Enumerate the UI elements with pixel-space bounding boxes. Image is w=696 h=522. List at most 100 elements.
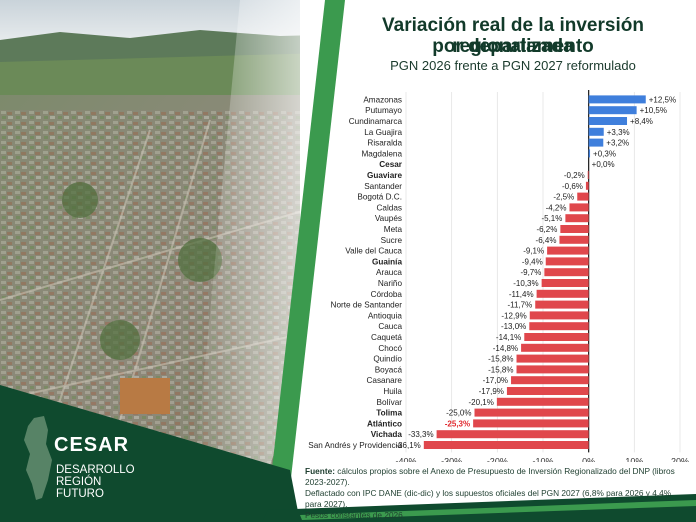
data-label: -17,9% (479, 387, 504, 396)
category-label: Cundinamarca (349, 117, 403, 126)
data-label: -33,3% (408, 430, 433, 439)
bar (588, 127, 604, 136)
category-label: Amazonas (363, 95, 402, 104)
bar (496, 397, 589, 406)
category-label: Vaupés (375, 214, 402, 223)
category-label: Huila (383, 387, 402, 396)
data-label: -6,4% (536, 236, 557, 245)
data-label: -9,1% (523, 247, 544, 256)
bar (544, 268, 589, 277)
category-label: Bogotá D.C. (357, 193, 402, 202)
category-label: Quindío (373, 355, 402, 364)
category-label: Atlántico (367, 419, 402, 428)
footnote-label: Fuente: (305, 466, 335, 476)
bar (474, 408, 589, 417)
chart-title-line-2: por departamento (432, 36, 594, 57)
data-label: -9,4% (522, 257, 543, 266)
bar (547, 246, 589, 255)
bar (588, 117, 628, 125)
category-label: Norte de Santander (331, 301, 403, 310)
data-label: +12,5% (649, 95, 676, 104)
category-label: Meta (384, 225, 403, 234)
bar (588, 106, 637, 115)
bar (524, 333, 589, 341)
data-label: -11,4% (509, 290, 534, 299)
category-label: Casanare (366, 376, 402, 385)
category-label: Chocó (378, 344, 402, 353)
category-label: Nariño (378, 279, 403, 288)
data-label: -12,9% (501, 311, 526, 320)
bar (511, 376, 589, 385)
data-label: -0,6% (562, 182, 583, 191)
green-corner (0, 385, 300, 522)
category-label: Bolívar (377, 398, 403, 407)
category-label: La Guajira (364, 128, 402, 137)
bar (560, 225, 589, 233)
data-label: -0,2% (564, 171, 585, 180)
brand-tagline-1: DESARROLLO (56, 464, 135, 476)
data-label: -14,1% (496, 333, 521, 342)
data-label: -20,1% (469, 398, 494, 407)
data-label: -17,0% (483, 376, 508, 385)
category-label: Cauca (378, 322, 402, 331)
bar-chart: -40% -30% -20% -10% 0% 10% 20% Amazonas +12,5% Pu… (308, 90, 689, 462)
bar (536, 289, 589, 298)
bar (577, 192, 589, 201)
data-label: -14,8% (493, 344, 518, 353)
bar (473, 419, 589, 428)
category-label: Arauca (376, 268, 402, 277)
cesar-map-icon (24, 416, 52, 500)
bar (521, 343, 589, 352)
category-label: Risaralda (367, 139, 402, 148)
category-label: Vichada (371, 430, 403, 439)
data-label: +0,3% (593, 149, 616, 158)
data-label: -11,7% (507, 301, 532, 310)
x-tick-label: -40% (395, 456, 416, 462)
category-label: Magdalena (361, 149, 402, 158)
data-label: -25,3% (445, 419, 470, 428)
category-label: Sucre (381, 236, 403, 245)
bar (535, 300, 589, 309)
data-label: -9,7% (520, 268, 541, 277)
data-label: +10,5% (640, 106, 667, 115)
chart-subtitle: PGN 2026 frente a PGN 2027 reformulado (390, 58, 636, 73)
bar (588, 95, 646, 104)
data-label: +8,4% (630, 117, 653, 126)
x-tick-label: 10% (625, 456, 643, 462)
brand-name: CESAR (54, 434, 130, 456)
x-tick-label: -20% (487, 456, 508, 462)
green-stripe-light (266, 0, 345, 522)
bar (436, 430, 589, 439)
bar (585, 181, 589, 190)
category-label: Guainía (372, 257, 402, 266)
brand-tagline-2: REGIÓN (56, 476, 102, 488)
bar (588, 149, 591, 158)
data-label: -6,2% (536, 225, 557, 234)
x-tick-label: -30% (441, 456, 462, 462)
category-label: San Andrés y Providencia (308, 441, 402, 450)
data-label: +3,2% (606, 139, 629, 148)
data-label: -15,8% (488, 365, 513, 374)
footnote-line-3: Pesos constantes de 2026. (305, 510, 406, 520)
data-label: -25,0% (446, 409, 471, 418)
bar (541, 279, 589, 287)
x-tick-label: -10% (532, 456, 553, 462)
category-label: Caquetá (371, 333, 402, 342)
category-label: Valle del Cauca (345, 247, 402, 256)
category-label: Boyacá (375, 365, 403, 374)
bar (588, 138, 604, 147)
data-label: -13,0% (501, 322, 526, 331)
bar (559, 235, 589, 244)
footnote-line-2: Deflactado con IPC DANE (dic-dic) y los … (305, 488, 672, 509)
x-tick-label: 0% (582, 456, 595, 462)
chart-title-line-1: Variación real de la inversión regionali… (382, 15, 644, 57)
bar (587, 171, 589, 179)
x-tick-label: 20% (671, 456, 689, 462)
data-label: -4,2% (546, 203, 567, 212)
category-label: Guaviare (367, 171, 402, 180)
category-label: Córdoba (371, 290, 403, 299)
brand-tagline-3: FUTURO (56, 488, 104, 500)
category-label: Santander (364, 182, 402, 191)
category-label: Cesar (379, 160, 403, 169)
bar (516, 365, 589, 374)
